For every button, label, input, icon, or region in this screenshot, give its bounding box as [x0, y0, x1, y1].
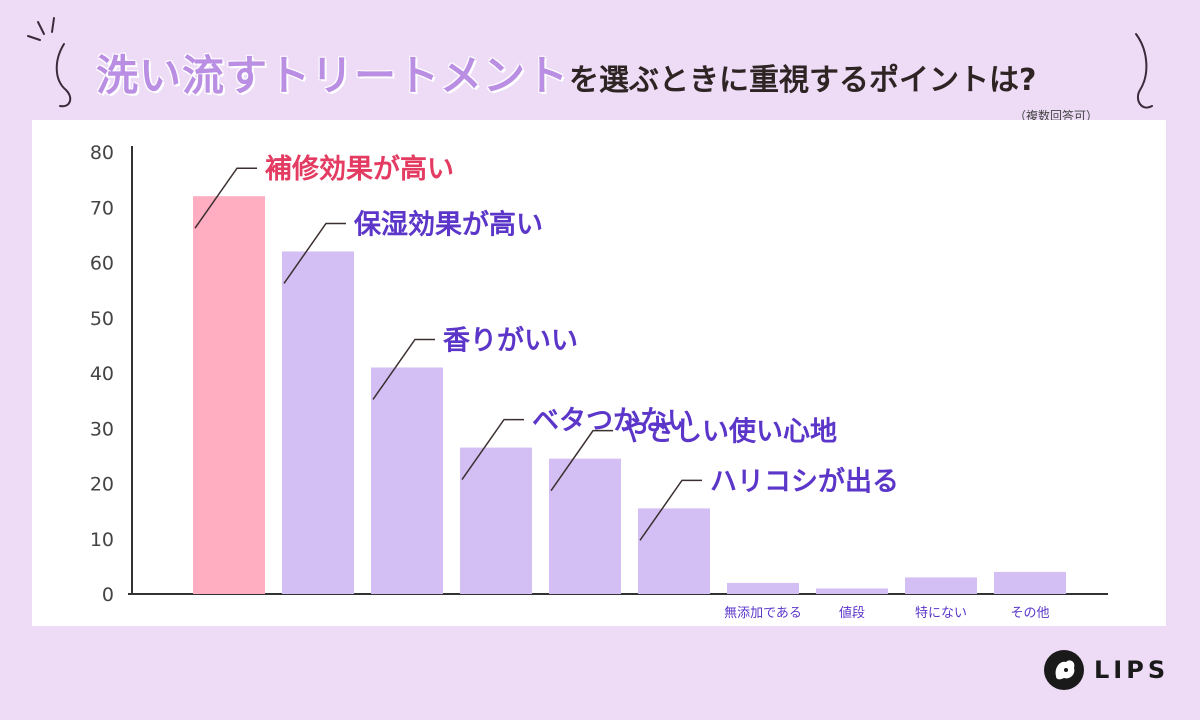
x-tick-label: その他 [1010, 606, 1049, 621]
callout-leader [550, 429, 613, 492]
right-flourish-icon [1135, 33, 1153, 109]
bar-3 [460, 447, 532, 594]
callout-leader [639, 479, 702, 541]
page-title: 洗い流すトリートメントを選ぶときに重視するポイントは? [96, 42, 1036, 103]
category-callout-label: 保湿効果が高い [353, 208, 543, 240]
y-tick-label: 30 [90, 418, 114, 440]
callout-leader [194, 167, 257, 229]
category-callout-label: やさしい使い心地 [621, 417, 837, 448]
bar-9 [994, 571, 1066, 594]
bar-0 [193, 196, 265, 594]
y-tick-label: 60 [90, 253, 114, 275]
brand-name: LIPS [1094, 656, 1170, 684]
y-tick-label: 20 [90, 474, 114, 496]
chart-panel: 0 10 20 30 40 50 60 70 80 補修効果が高い保湿効果が高い香りがいいベタつか… [32, 120, 1166, 626]
x-tick-label: 値段 [839, 605, 865, 621]
category-callout-label: ベタつかない [532, 406, 694, 437]
x-tick-label: 特にない [915, 606, 967, 621]
left-flourish-icon [27, 17, 72, 108]
callout-leader [372, 338, 435, 400]
y-tick-label: 80 [90, 142, 114, 164]
multiple-answer-note: （複数回答可） [1013, 109, 1098, 123]
callout-leader [283, 222, 346, 284]
bar-7 [816, 588, 888, 594]
bar-1 [282, 251, 354, 594]
callout-leader [461, 418, 524, 481]
bar-2 [371, 367, 443, 594]
y-tick-label: 50 [90, 308, 114, 330]
category-callout-label: 香りがいい [443, 324, 578, 356]
brand-logo: LIPS [1044, 650, 1169, 690]
y-tick-label: 0 [102, 584, 114, 606]
y-tick-label: 40 [90, 363, 114, 385]
title-accent: 洗い流すトリートメント [96, 51, 570, 100]
lips-logo-icon [1044, 650, 1084, 690]
category-callout-label: ハリコシが出る [710, 465, 899, 497]
bar-8 [905, 577, 977, 594]
title-rest: を選ぶときに重視するポイントは? [569, 63, 1037, 98]
page-header: 洗い流すトリートメントを選ぶときに重視するポイントは? [0, 22, 1200, 112]
bar-6 [727, 582, 799, 594]
x-tick-label: 無添加である [724, 606, 802, 621]
category-callout-label: 補修効果が高い [264, 153, 454, 185]
y-tick-label: 70 [90, 197, 114, 219]
y-tick-label: 10 [90, 529, 114, 551]
bar-5 [638, 508, 710, 594]
bar-chart: 0 10 20 30 40 50 60 70 80 補修効果が高い保湿効果が高い香りがいいベタつか… [90, 142, 1108, 621]
bar-4 [549, 458, 621, 594]
